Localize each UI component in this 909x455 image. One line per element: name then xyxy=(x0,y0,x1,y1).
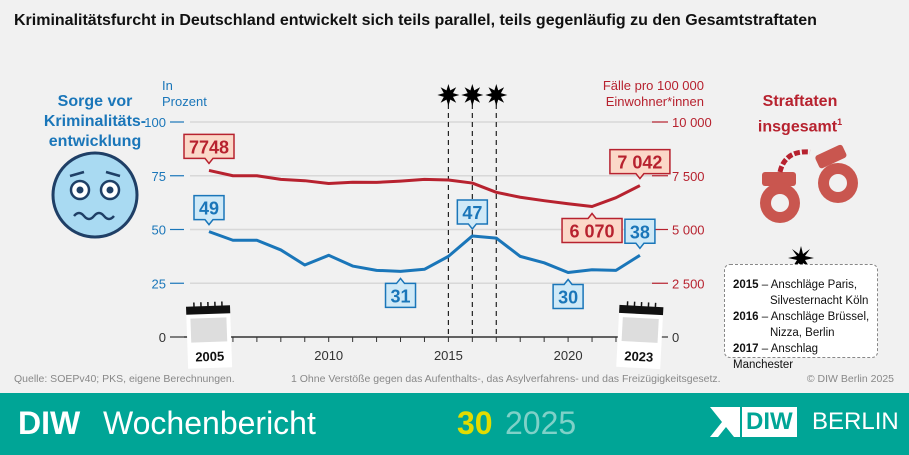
data-label-box xyxy=(183,133,235,165)
fear-heading-line: Sorge vor xyxy=(57,93,133,110)
copyright: © DIW Berlin 2025 xyxy=(806,373,894,385)
event-2016: 2016 – Anschläge Brüssel, Nizza, Berlin xyxy=(733,311,870,339)
calendar-icon: 2005 xyxy=(186,301,233,369)
unit-line: Prozent xyxy=(162,94,207,109)
unit-line: In xyxy=(162,78,173,93)
left-tick-label: 100 xyxy=(144,115,166,130)
explosion-icon xyxy=(485,84,508,106)
line-chart: 0 0 25 2 500 50 5 000 75 7 500 100 10 000 2010 2015… xyxy=(144,84,712,370)
worried-face-icon xyxy=(51,151,139,239)
left-axis-unit: In Prozent xyxy=(162,78,207,110)
data-label: 47 xyxy=(462,203,482,223)
data-label: 31 xyxy=(391,286,411,306)
right-tick-label: 10 000 xyxy=(672,115,712,130)
data-label: 49 xyxy=(199,199,219,219)
data-label: 30 xyxy=(558,288,578,308)
data-label-box xyxy=(552,278,584,310)
publication-name: Wochenbericht xyxy=(103,405,316,441)
calendar-icon: 2023 xyxy=(616,301,664,370)
source-note: Quelle: SOEPv40; PKS, eigene Berechnunge… xyxy=(14,373,235,385)
issue-number: 30 xyxy=(457,405,493,441)
explosion-icon xyxy=(437,84,460,106)
event-2015: 2015 – Anschläge Paris, Silvesternacht Kö… xyxy=(733,279,869,307)
data-label-box xyxy=(609,148,671,180)
data-label-box xyxy=(624,218,656,250)
data-label-box xyxy=(456,199,489,231)
unit-line: Fälle pro 100 000 xyxy=(602,78,704,93)
x-end-label: 2023 xyxy=(624,348,654,364)
explosion-icon xyxy=(461,84,484,106)
handcuffs-icon xyxy=(760,144,858,223)
left-tick-label: 25 xyxy=(152,276,166,291)
data-label: 6 070 xyxy=(570,221,615,241)
right-tick-label: 5 000 xyxy=(672,223,705,238)
crime-heading: Straftaten insgesamt1 xyxy=(735,92,865,137)
x-tick-label: 2015 xyxy=(434,348,463,363)
left-tick-label: 0 xyxy=(159,330,166,345)
x-tick-label: 2020 xyxy=(554,348,583,363)
brand: DIW xyxy=(18,405,81,441)
fear-heading-line: entwicklung xyxy=(48,133,142,150)
right-axis-unit: Fälle pro 100 000 Einwohner*innen xyxy=(603,78,704,110)
issue-year: 2025 xyxy=(505,405,577,441)
data-label-box xyxy=(384,277,417,309)
unit-line: Einwohner*innen xyxy=(605,94,704,109)
data-label: 7748 xyxy=(189,137,229,157)
x-end-label: 2005 xyxy=(195,348,224,364)
diw-logo-mark xyxy=(710,407,740,437)
logo-text: DIW xyxy=(742,407,797,437)
right-tick-label: 7 500 xyxy=(672,169,705,184)
footer-bar: DIW Wochenbericht 30 2025 DIW BERLIN xyxy=(0,393,909,455)
left-tick-label: 75 xyxy=(152,169,166,184)
data-label-box xyxy=(561,212,623,244)
fear-heading-line: Kriminalitäts- xyxy=(43,113,147,130)
crime-heading-line: Straftaten xyxy=(762,93,838,110)
right-tick-label: 0 xyxy=(672,330,679,345)
data-label: 38 xyxy=(630,222,650,242)
x-tick-label: 2010 xyxy=(314,348,343,363)
event-legend: 2015 – Anschläge Paris, Silvesternacht Kö… xyxy=(724,264,878,371)
data-label-box xyxy=(193,194,225,226)
logo-city: BERLIN xyxy=(812,408,899,435)
chart-title: Kriminalitätsfurcht in Deutschland entwi… xyxy=(14,12,817,29)
event-2017: 2017 – Anschlag Manchester xyxy=(733,343,819,371)
footnote-1: 1 Ohne Verstöße gegen das Aufenthalts-, … xyxy=(291,373,721,385)
crime-heading-line: insgesamt xyxy=(757,118,838,136)
footnote-marker: 1 xyxy=(837,117,843,127)
left-tick-label: 50 xyxy=(152,223,166,238)
data-label: 7 042 xyxy=(617,153,662,173)
fear-heading: Sorge vor Kriminalitäts- entwicklung xyxy=(25,92,165,152)
right-tick-label: 2 500 xyxy=(672,276,705,291)
